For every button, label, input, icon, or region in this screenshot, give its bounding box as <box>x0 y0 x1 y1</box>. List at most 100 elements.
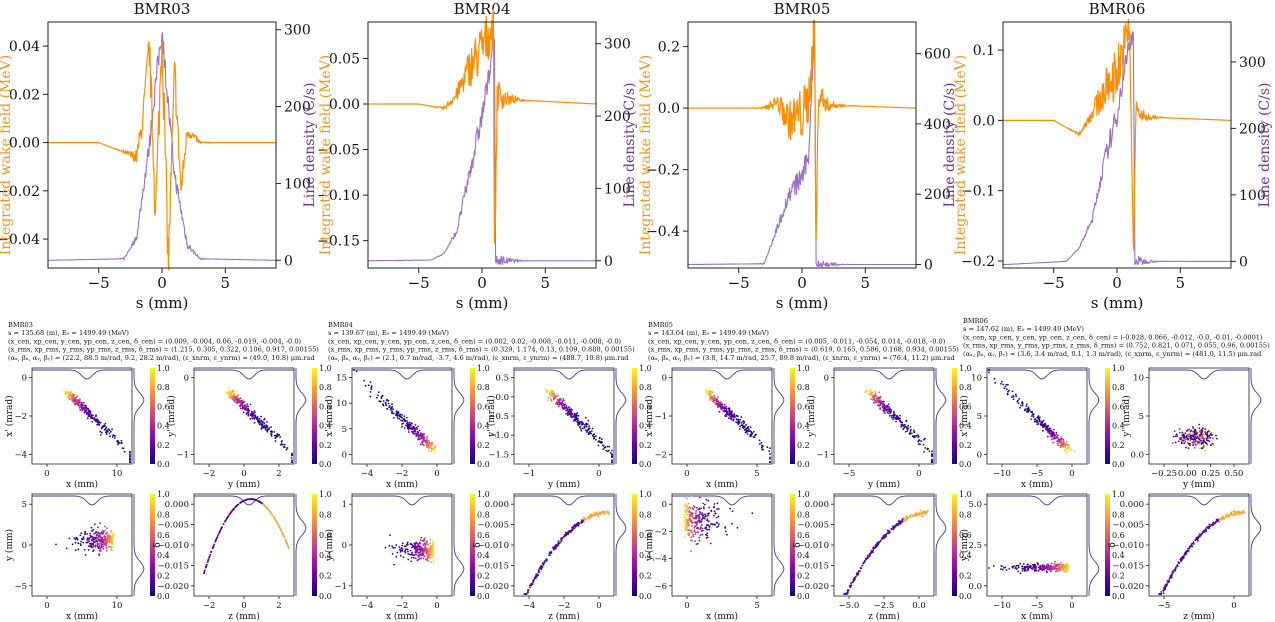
scatter-point <box>1023 565 1026 568</box>
scatter-point <box>1055 570 1058 573</box>
scatter-point <box>431 554 434 557</box>
scatter-point <box>1197 434 1200 436</box>
scatter-point <box>1181 431 1184 434</box>
colorbar-tick-label: 0.6 <box>477 402 490 411</box>
scatter-point <box>103 428 106 431</box>
scatter-point <box>427 447 430 449</box>
scatter-point <box>1049 570 1052 572</box>
wake-plot-title: BMR03 <box>134 0 191 18</box>
scatter-point <box>698 507 701 510</box>
y-axis-label-left: Integrated wake field (MeV) <box>318 55 334 256</box>
beam-info-line: s = 135.68 (m), E₀ = 1499.49 (MeV) <box>8 329 129 337</box>
scatter-point <box>106 430 109 433</box>
scatter-point <box>102 530 104 532</box>
scatter-point <box>910 432 913 435</box>
scatter-point <box>382 404 385 407</box>
scatter-point <box>892 416 895 419</box>
scatter-point <box>389 534 391 537</box>
scatter-point <box>1046 425 1048 428</box>
scatter-point <box>88 545 90 548</box>
beam-info-line: BMR03 <box>8 321 33 329</box>
scatter-point <box>555 402 557 405</box>
scatter-point <box>1189 442 1191 445</box>
scatter-point <box>690 531 693 534</box>
scatter-point <box>257 500 260 502</box>
scatter-point <box>260 423 263 425</box>
scatter-point <box>432 541 435 543</box>
scatter-point <box>414 424 417 426</box>
scatter-point <box>103 425 106 428</box>
y-tick-label: 0 <box>824 374 829 384</box>
scatter-point <box>422 552 425 554</box>
scatter-point <box>865 390 868 392</box>
scatter-point <box>606 510 609 513</box>
scatter-point <box>97 526 99 529</box>
y-tick-label: 5 <box>977 412 982 422</box>
colorbar-tick-label: 0.2 <box>959 441 972 450</box>
scatter-point <box>875 545 878 548</box>
colorbar-tick-label: 1.0 <box>319 364 332 373</box>
scatter-point <box>1203 444 1206 446</box>
scatter-point <box>100 431 103 434</box>
scatter-point <box>1060 440 1063 443</box>
scatter-point <box>122 447 125 450</box>
beam-info-line: (x_rms, xp_rms, y_rms, yp_rms, z_rms, δ_… <box>963 342 1270 350</box>
marginal-top <box>834 369 934 380</box>
scatter-point <box>1045 570 1048 572</box>
scatter-point <box>404 549 407 552</box>
colorbar-tick-label: 0.2 <box>319 572 332 581</box>
scatter-point <box>91 546 93 549</box>
scatter-point <box>572 420 575 422</box>
scatter-point <box>694 540 697 543</box>
y-tick-label: −0.010 <box>1113 541 1144 551</box>
scatter-point <box>604 510 607 513</box>
scatter-point <box>1238 513 1240 516</box>
scatter-point <box>395 412 398 415</box>
scatter-point <box>232 508 235 511</box>
scatter-point <box>917 513 919 516</box>
scatter-point <box>731 522 733 525</box>
scatter-point <box>872 398 874 401</box>
scatter-point <box>98 424 101 426</box>
scatter-point <box>86 417 89 420</box>
scatter-point <box>1047 564 1050 567</box>
scatter-point <box>1204 441 1207 444</box>
scatter-point <box>695 517 697 520</box>
scatter-point <box>91 535 94 538</box>
scatter-point <box>695 531 697 534</box>
scatter-point <box>751 512 754 514</box>
scatter-point <box>917 443 920 445</box>
scatter-point <box>1062 563 1065 566</box>
y-axis-label-right: Line density (C/s) <box>942 83 958 208</box>
scatter-point <box>1053 563 1056 565</box>
scatter-point <box>253 498 256 501</box>
scatter-point <box>247 407 249 410</box>
scatter-point <box>398 417 401 420</box>
scatter-point <box>874 390 876 393</box>
scatter-point <box>1169 574 1172 577</box>
scatter-point <box>697 514 700 517</box>
colorbar-tick-label: 0.4 <box>157 422 170 431</box>
scatter-point <box>1051 434 1054 436</box>
scatter-point <box>99 522 101 525</box>
scatter-point <box>417 555 420 558</box>
scatter-point <box>424 549 427 552</box>
scatter-point <box>1027 406 1030 409</box>
scatter-point <box>871 394 874 396</box>
scatter-point <box>706 534 708 537</box>
colorbar-tick-label: 0.4 <box>797 551 810 560</box>
scatter-point <box>230 393 233 395</box>
scatter-point <box>885 405 888 407</box>
scatter-point <box>710 523 712 525</box>
scatter-point <box>72 399 75 401</box>
scatter-point <box>701 533 704 536</box>
scatter-point <box>571 413 574 416</box>
scatter-point <box>65 392 68 395</box>
x-tick-label: 0 <box>44 601 49 611</box>
scatter-point <box>425 439 428 442</box>
scatter-point <box>874 392 877 394</box>
scatter-point <box>898 523 901 525</box>
scatter-point <box>703 507 705 510</box>
